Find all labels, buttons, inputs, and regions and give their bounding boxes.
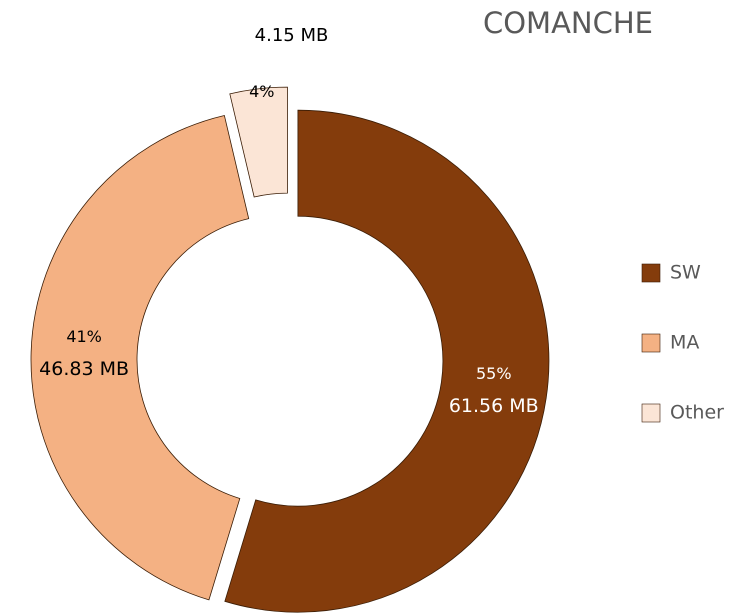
slice [224,109,550,613]
percent-label: 55% [476,364,512,383]
slice [229,86,288,198]
chart-title: COMANCHE [483,6,653,40]
legend-label: SW [670,262,701,284]
legend-swatch [641,263,661,283]
value-label: 4.15 MB [255,25,329,46]
legend-label: Other [670,402,724,424]
percent-label: 4% [249,82,274,101]
legend-swatch [641,403,661,423]
value-label: 61.56 MB [449,395,539,417]
slice [30,114,250,601]
percent-label: 41% [66,327,102,346]
value-label: 46.83 MB [39,358,129,380]
legend-label: MA [670,332,699,354]
legend-swatch [641,333,661,353]
